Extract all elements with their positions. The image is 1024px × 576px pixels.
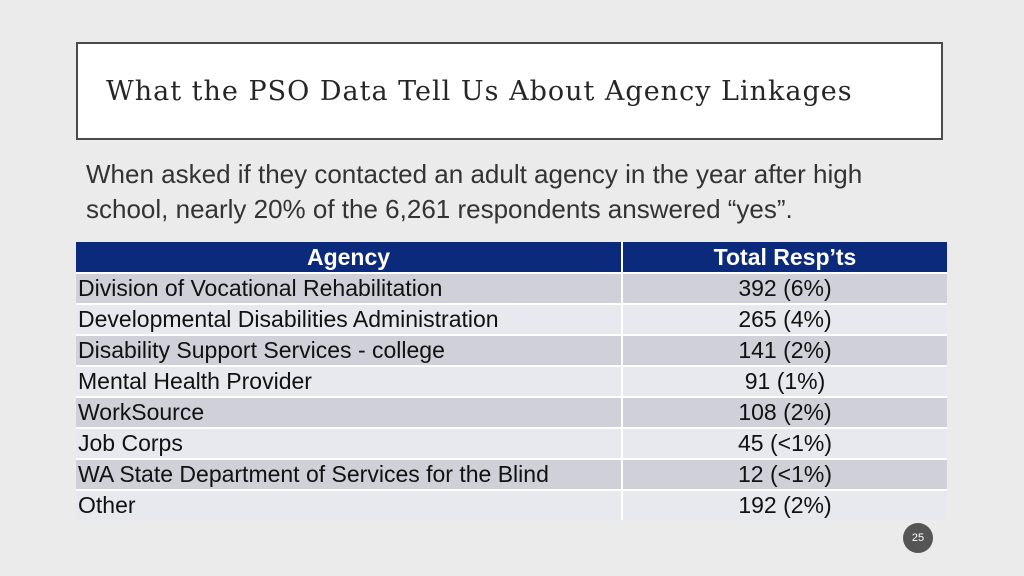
table-row: WA State Department of Services for the … bbox=[76, 458, 947, 490]
agency-cell: Developmental Disabilities Administratio… bbox=[76, 303, 623, 335]
table-header-row: Agency Total Resp’ts bbox=[76, 242, 947, 273]
header-agency: Agency bbox=[76, 242, 623, 273]
total-cell: 108 (2%) bbox=[622, 396, 947, 428]
agency-cell: WorkSource bbox=[76, 396, 623, 428]
intro-line: When asked if they contacted an adult ag… bbox=[86, 159, 863, 189]
table-row: Other 192 (2%) bbox=[76, 489, 947, 520]
page-number-badge: 25 bbox=[903, 523, 933, 553]
agency-cell: Division of Vocational Rehabilitation bbox=[76, 272, 623, 304]
total-cell: 392 (6%) bbox=[622, 272, 947, 304]
agency-cell: Job Corps bbox=[76, 427, 623, 459]
total-cell: 12 (<1%) bbox=[622, 458, 947, 490]
total-cell: 141 (2%) bbox=[622, 334, 947, 366]
total-cell: 265 (4%) bbox=[622, 303, 947, 335]
agency-cell: WA State Department of Services for the … bbox=[76, 458, 623, 490]
agency-cell: Other bbox=[76, 489, 623, 520]
total-cell: 192 (2%) bbox=[622, 489, 947, 520]
total-cell: 91 (1%) bbox=[622, 365, 947, 397]
header-total-respondents: Total Resp’ts bbox=[622, 242, 947, 273]
table-row: Division of Vocational Rehabilitation 39… bbox=[76, 272, 947, 304]
slide-title: What the PSO Data Tell Us About Agency L… bbox=[106, 75, 853, 107]
table-row: Job Corps 45 (<1%) bbox=[76, 427, 947, 459]
total-cell: 45 (<1%) bbox=[622, 427, 947, 459]
agency-table: Agency Total Resp’ts Division of Vocatio… bbox=[76, 242, 947, 520]
agency-cell: Disability Support Services - college bbox=[76, 334, 623, 366]
intro-line: school, nearly 20% of the 6,261 responde… bbox=[86, 194, 793, 224]
table-row: Developmental Disabilities Administratio… bbox=[76, 303, 947, 335]
table-row: Disability Support Services - college 14… bbox=[76, 334, 947, 366]
title-box: What the PSO Data Tell Us About Agency L… bbox=[76, 42, 943, 140]
table-row: Mental Health Provider 91 (1%) bbox=[76, 365, 947, 397]
table-row: WorkSource 108 (2%) bbox=[76, 396, 947, 428]
intro-paragraph: When asked if they contacted an adult ag… bbox=[86, 157, 946, 227]
agency-cell: Mental Health Provider bbox=[76, 365, 623, 397]
